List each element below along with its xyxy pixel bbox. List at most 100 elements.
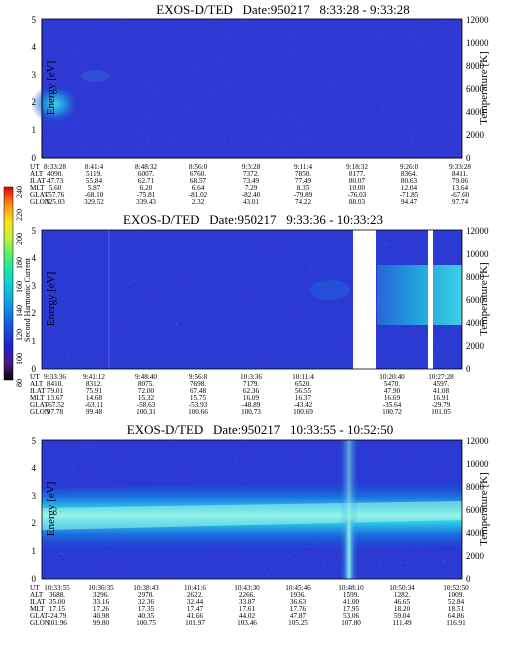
noise-speck <box>46 364 48 366</box>
noise-speck <box>237 129 239 131</box>
row-label: GLAT <box>30 612 49 620</box>
noise-speck <box>47 361 49 363</box>
noise-speck <box>319 292 321 294</box>
noise-speck <box>111 449 114 451</box>
panel-2-y2label: Temperature [K] <box>478 262 490 335</box>
table-cell: -68.10 <box>85 191 104 199</box>
noise-speck <box>111 258 113 260</box>
table-cell: 6760. <box>190 170 206 178</box>
noise-speck <box>196 62 198 64</box>
noise-speck <box>224 136 226 138</box>
noise-speck <box>381 100 383 102</box>
noise-speck <box>88 552 90 554</box>
noise-speck <box>307 116 309 118</box>
noise-speck <box>423 347 425 349</box>
noise-speck <box>447 113 449 115</box>
noise-speck <box>458 93 460 95</box>
noise-speck <box>420 333 422 335</box>
noise-speck <box>42 133 44 135</box>
table-cell: 1936. <box>290 591 306 599</box>
noise-speck <box>89 457 91 459</box>
table-cell: -35.64 <box>383 401 402 409</box>
noise-speck <box>412 95 414 97</box>
noise-speck <box>135 47 137 49</box>
noise-speck <box>74 155 76 157</box>
noise-speck <box>73 124 75 127</box>
noise-speck <box>185 554 188 556</box>
noise-speck <box>48 235 50 237</box>
noise-speck <box>268 131 270 133</box>
row-label: ILAT <box>30 177 46 185</box>
noise-speck <box>48 306 50 308</box>
panel-2-y2tick: 8000 <box>466 272 485 282</box>
noise-speck <box>90 288 92 290</box>
table-cell: 7850. <box>295 170 311 178</box>
noise-speck <box>251 441 253 443</box>
noise-speck <box>337 261 339 263</box>
table-cell: 13.64 <box>452 184 469 192</box>
noise-speck <box>404 564 406 566</box>
noise-speck <box>50 260 52 263</box>
panel-3-y2tick: 10000 <box>466 459 489 469</box>
table-cell: 15.75 <box>190 394 207 402</box>
table-cell: 9:26:0 <box>400 163 419 171</box>
noise-speck <box>76 357 78 359</box>
noise-speck <box>113 360 115 363</box>
noise-speck <box>57 37 59 39</box>
noise-speck <box>333 76 335 78</box>
row-label: ALT <box>30 591 44 599</box>
panel-1-title: EXOS-D/TED Date:950217 8:33:28 - 9:33:28 <box>156 2 409 17</box>
noise-speck <box>434 324 436 326</box>
panel-3-y2tick: 2000 <box>466 551 485 561</box>
noise-speck <box>232 567 235 569</box>
table-cell: 100.31 <box>136 408 156 416</box>
noise-speck <box>290 231 292 233</box>
noise-speck <box>274 266 277 268</box>
noise-speck <box>113 262 115 264</box>
noise-speck <box>61 553 63 555</box>
noise-speck <box>384 474 386 476</box>
noise-speck <box>205 325 207 327</box>
row-label: UT <box>30 163 40 171</box>
noise-speck <box>141 139 143 141</box>
table-cell: 116.91 <box>446 619 466 627</box>
panel-3-y2label: Temperature [K] <box>478 472 490 545</box>
panel-3-y2tick: 4000 <box>466 528 485 538</box>
noise-speck <box>187 74 189 76</box>
panel-2-yticks: 0 1 2 3 4 5 <box>32 226 37 374</box>
noise-speck <box>251 131 253 133</box>
noise-speck <box>92 49 94 51</box>
noise-speck <box>97 480 99 482</box>
noise-speck <box>302 142 304 144</box>
noise-speck <box>106 460 109 462</box>
noise-speck <box>322 340 324 343</box>
noise-speck <box>242 249 244 251</box>
noise-speck <box>283 143 285 146</box>
noise-speck <box>296 451 298 453</box>
noise-speck <box>123 22 125 24</box>
panel-1-ytick: 2 <box>32 97 37 107</box>
row-label: GLON <box>30 198 51 206</box>
noise-speck <box>239 302 242 304</box>
noise-speck <box>144 471 146 473</box>
noise-speck <box>197 64 199 67</box>
noise-speck <box>168 267 170 269</box>
noise-speck <box>376 334 378 336</box>
noise-speck <box>231 298 234 300</box>
noise-speck <box>242 88 244 90</box>
panel-3: EXOS-D/TED Date:950217 10:33:55 - 10:52:… <box>30 422 490 627</box>
noise-speck <box>426 468 429 470</box>
panel-2-faint-feature <box>310 280 350 300</box>
noise-speck <box>290 303 292 305</box>
noise-speck <box>60 31 62 33</box>
noise-speck <box>73 468 75 470</box>
noise-speck <box>335 348 337 350</box>
noise-speck <box>42 145 44 147</box>
noise-speck <box>89 298 91 300</box>
table-cell: 3296. <box>93 591 109 599</box>
noise-speck <box>64 58 66 60</box>
table-cell: -43.42 <box>294 401 313 409</box>
noise-speck <box>327 83 330 85</box>
noise-speck <box>405 356 407 358</box>
noise-speck <box>171 455 173 457</box>
